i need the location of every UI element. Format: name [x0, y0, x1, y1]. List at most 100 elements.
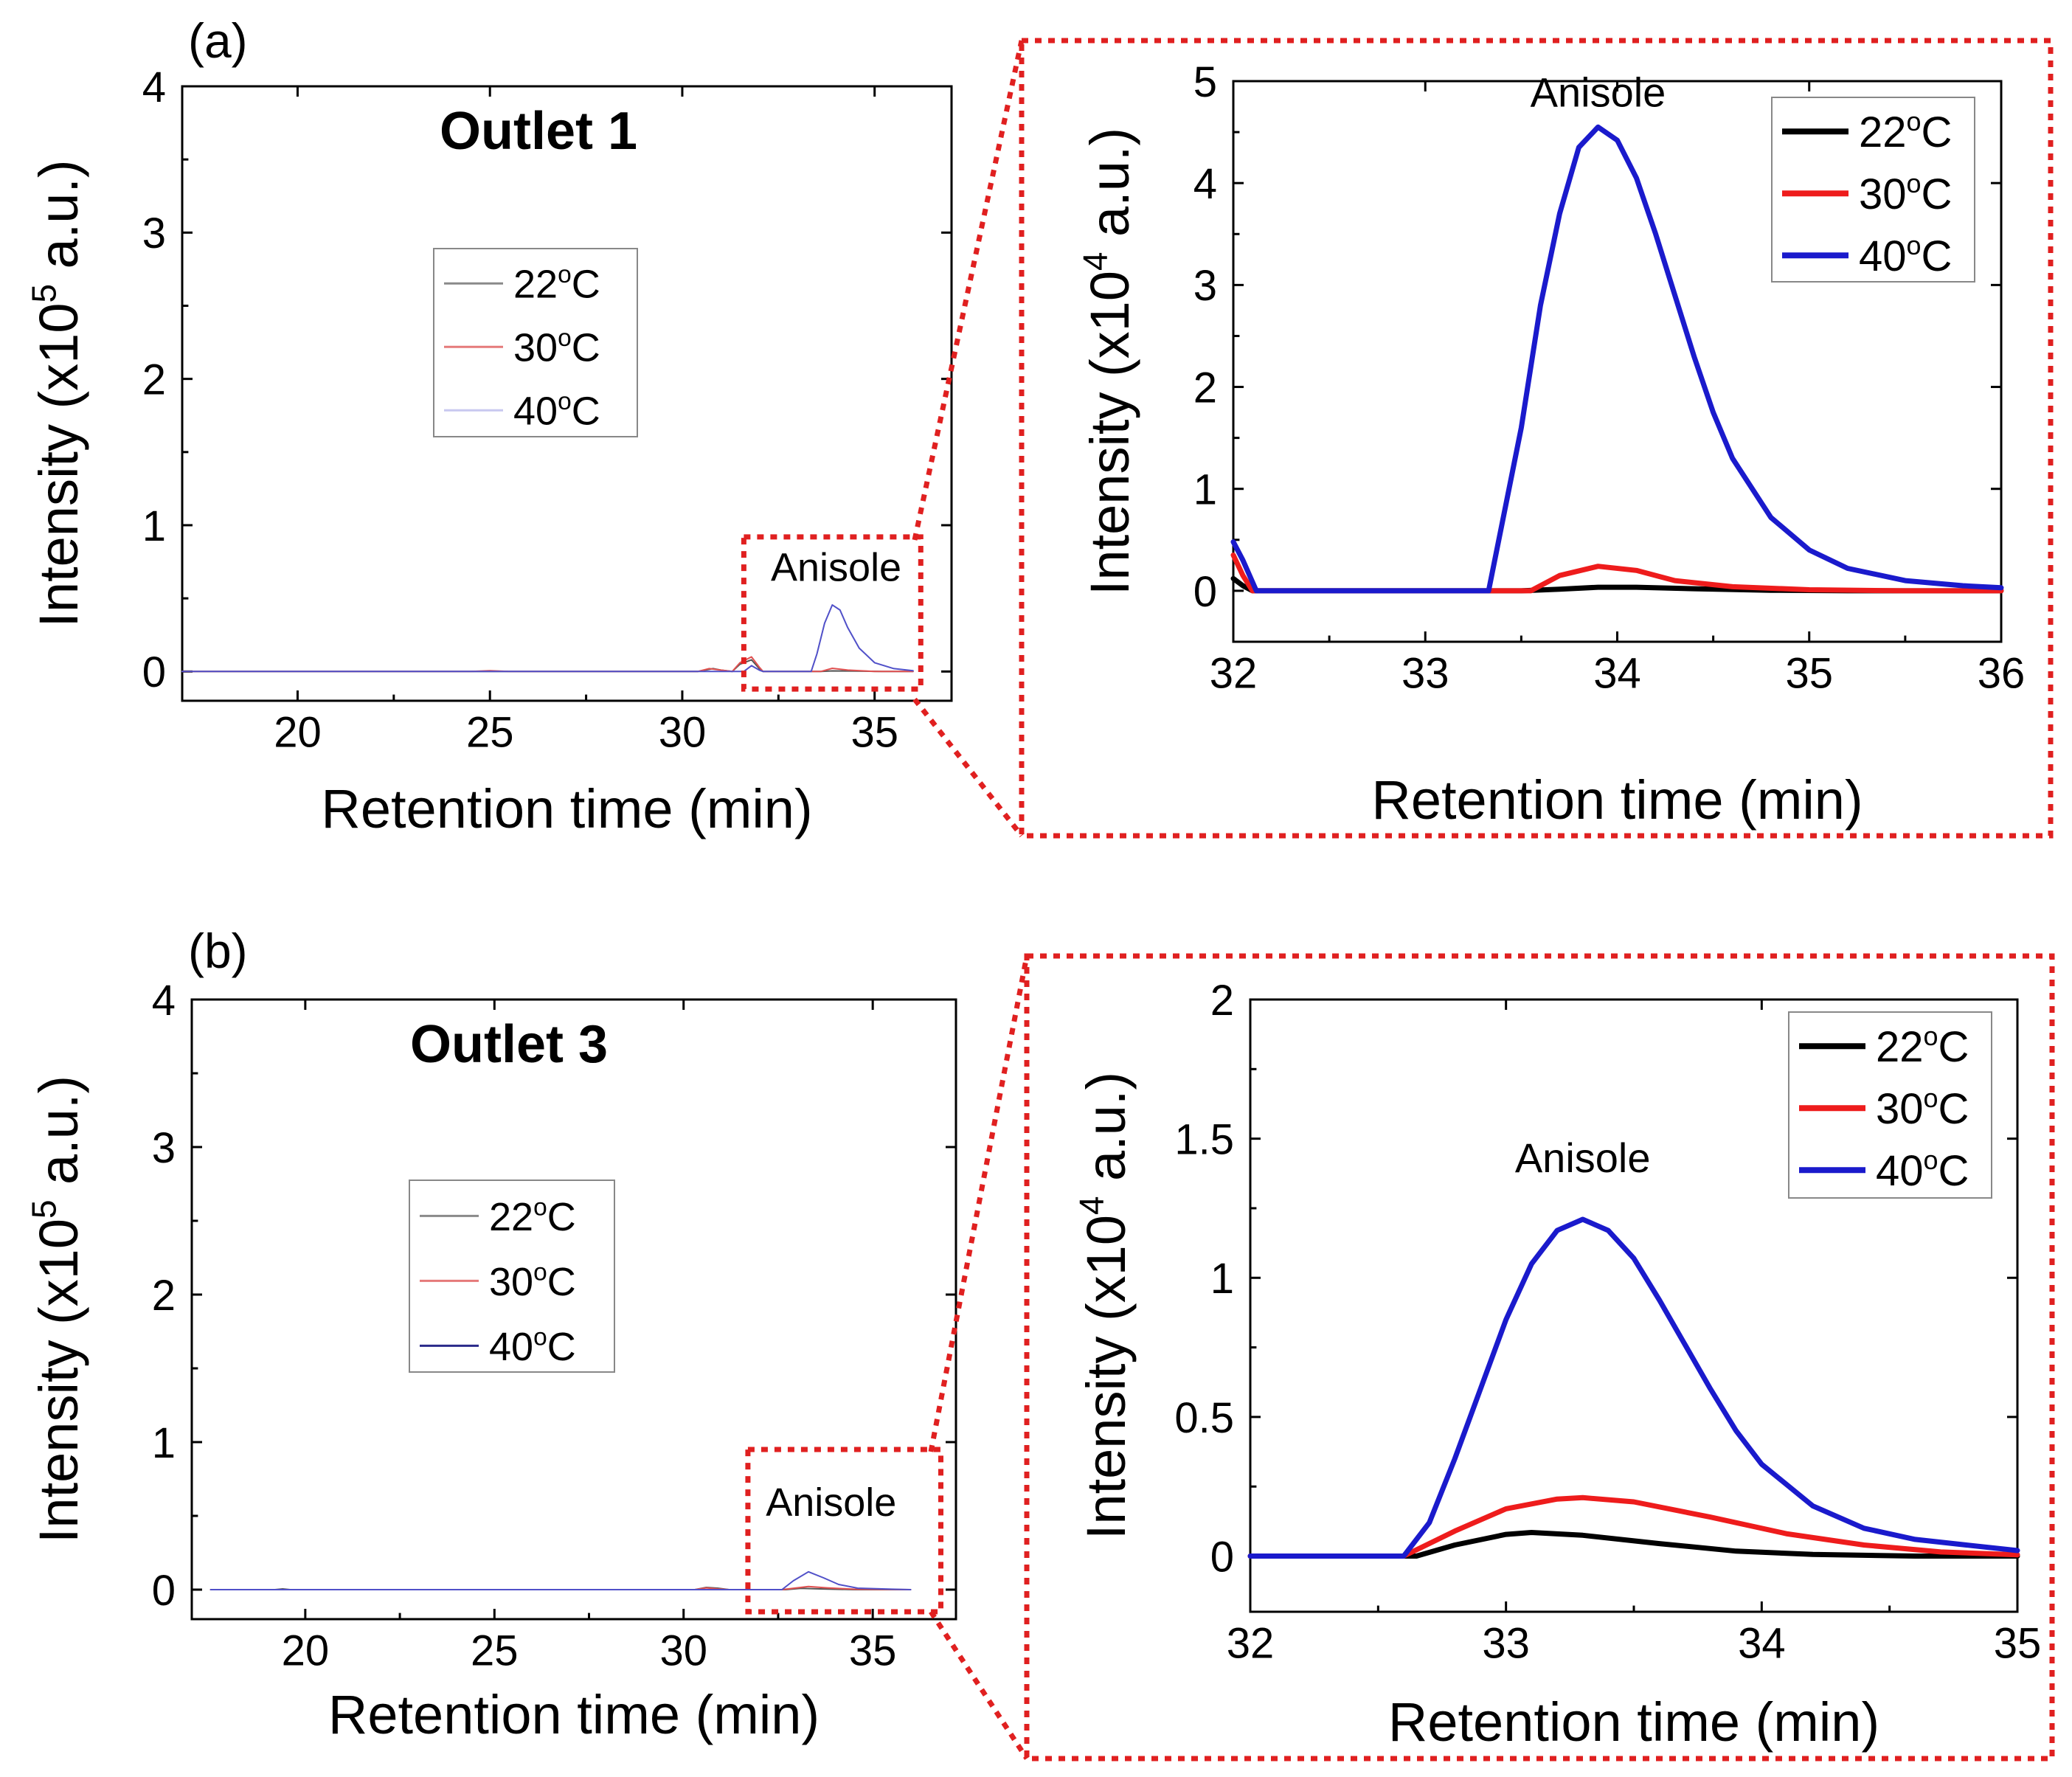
x-tick-label: 36 — [1978, 650, 2026, 698]
legend-label-unit: C — [1922, 232, 1953, 280]
x-tick-label: 25 — [466, 709, 514, 757]
legend-label-sup: o — [1924, 1083, 1938, 1113]
legend-label-sup: o — [1924, 1145, 1938, 1175]
y-axis-label-exp: 5 — [24, 1200, 63, 1219]
y-axis-label: Intensity (x104 a.u.) — [1072, 1072, 1137, 1539]
plot-frame — [190, 998, 957, 1621]
y-axis-label-suffix: a.u.) — [1079, 128, 1140, 252]
legend-label-main: 30 — [489, 1260, 533, 1304]
y-tick-label: 1 — [142, 502, 166, 550]
legend-label: 40oC — [489, 1323, 576, 1369]
y-axis-label-prefix: Intensity (x10 — [1075, 1215, 1137, 1539]
chart-b-main: 20 25 30 35 0 1 2 3 4 Retention time (min) Intensi… — [24, 924, 957, 1745]
peak-annotation: Anisole — [771, 545, 901, 589]
legend-label: 22oC — [489, 1194, 576, 1239]
legend-label-main: 30 — [513, 326, 558, 370]
legend-label-sup: o — [533, 1258, 547, 1286]
y-tick-label: 2 — [152, 1272, 176, 1320]
legend-label-unit: C — [572, 326, 600, 370]
legend-label-main: 22 — [513, 263, 558, 307]
x-tick-label: 32 — [1227, 1620, 1275, 1668]
legend-label-main: 30 — [1859, 170, 1907, 218]
legend-label: 22oC — [1859, 106, 1952, 156]
y-axis-label: Intensity (x104 a.u.) — [1075, 128, 1140, 595]
legend-label-main: 40 — [1859, 232, 1907, 280]
y-axis-label: Intensity (x105 a.u.) — [24, 159, 89, 627]
x-axis-label: Retention time (min) — [321, 778, 812, 839]
zoom-connector-line — [929, 1610, 1029, 1760]
legend-box — [1771, 97, 1975, 283]
y-axis-label-exp: 5 — [24, 284, 63, 303]
legend-label: 30oC — [489, 1258, 576, 1304]
legend-label-sup: o — [1907, 106, 1922, 136]
zoom-connector-line — [912, 40, 1025, 541]
x-tick-label: 30 — [659, 709, 707, 757]
peak-annotation: Anisole — [766, 1480, 896, 1525]
legend-label-main: 22 — [1876, 1023, 1924, 1071]
x-tick-label: 20 — [274, 709, 322, 757]
series-line-2 — [209, 1570, 912, 1590]
y-axis-label-prefix: Intensity (x10 — [28, 303, 89, 628]
legend-label-sup: o — [533, 1323, 547, 1351]
legend-label: 40oC — [1859, 230, 1952, 280]
y-tick-label: 4 — [152, 977, 176, 1025]
chart-title: Outlet 1 — [440, 102, 637, 161]
series-line-2 — [181, 604, 914, 673]
legend-label: 30oC — [1876, 1083, 1969, 1133]
y-tick-label: 4 — [1193, 160, 1217, 208]
legend-label-unit: C — [547, 1195, 576, 1239]
legend-label-main: 22 — [1859, 108, 1907, 156]
x-tick-label: 35 — [1994, 1620, 2042, 1668]
panel-label: (a) — [188, 13, 248, 68]
legend-label-unit: C — [1938, 1023, 1969, 1071]
peak-annotation: Anisole — [1531, 69, 1666, 116]
x-tick-label: 34 — [1593, 650, 1641, 698]
legend-label: 22oC — [513, 261, 600, 307]
series-line-1 — [181, 656, 914, 673]
x-axis-label: Retention time (min) — [1371, 769, 1863, 831]
y-tick-label: 1 — [1193, 466, 1217, 514]
legend-box — [409, 1180, 615, 1373]
zoom-connector-line — [912, 697, 1024, 838]
legend-label: 40oC — [513, 388, 600, 434]
y-tick-label: 0 — [1210, 1533, 1234, 1581]
x-tick-label: 32 — [1210, 650, 1258, 698]
legend-label-main: 40 — [489, 1325, 533, 1369]
chart-a-main: 20 25 30 35 0 1 2 3 4 Retention time (min) Intensi… — [24, 13, 953, 839]
x-axis-label: Retention time (min) — [328, 1684, 820, 1745]
x-tick-label: 25 — [471, 1627, 519, 1675]
zoom-inset-frame — [1024, 953, 2055, 1762]
legend-label-sup: o — [558, 388, 572, 415]
legend-label: 22oC — [1876, 1021, 1969, 1071]
legend-box — [433, 248, 638, 437]
x-tick-label: 30 — [659, 1627, 707, 1675]
y-tick-label: 0 — [142, 648, 166, 696]
series-line-2 — [1247, 1216, 2020, 1559]
x-axis-label: Retention time (min) — [1388, 1691, 1879, 1753]
y-tick-label: 3 — [152, 1124, 176, 1172]
y-axis-label-suffix: a.u.) — [28, 159, 89, 284]
y-tick-label: 1.5 — [1174, 1116, 1234, 1164]
legend-label-sup: o — [1907, 168, 1922, 198]
y-axis-label: Intensity (x105 a.u.) — [24, 1075, 89, 1543]
x-tick-label: 33 — [1482, 1620, 1530, 1668]
series-line-2 — [1230, 124, 2004, 594]
y-tick-label: 2 — [1193, 364, 1217, 412]
x-tick-label: 35 — [850, 709, 898, 757]
y-axis-label-exp: 4 — [1075, 252, 1114, 271]
legend-label-unit: C — [1922, 170, 1953, 218]
legend-label-sup: o — [1924, 1021, 1938, 1051]
legend-label-main: 30 — [1876, 1085, 1924, 1133]
y-tick-label: 0 — [1193, 568, 1217, 616]
y-tick-label: 4 — [142, 63, 166, 111]
x-tick-label: 33 — [1401, 650, 1449, 698]
legend-label-sup: o — [558, 261, 572, 288]
x-tick-label: 35 — [1785, 650, 1833, 698]
x-tick-label: 35 — [849, 1627, 897, 1675]
y-tick-label: 2 — [1210, 977, 1234, 1025]
